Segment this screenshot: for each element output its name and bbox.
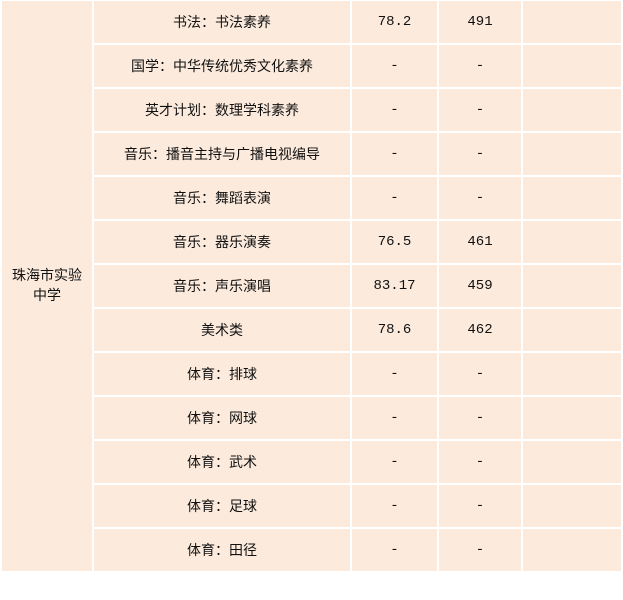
table-row: 珠海市实验中学 书法：书法素养 78.2 491 [0, 0, 623, 573]
table-row: 英才计划：数理学科素养 - - [1, 87, 623, 133]
table-row: 体育：足球 - - [1, 483, 623, 529]
empty-cell [521, 351, 623, 397]
rank-cell: - [437, 439, 523, 485]
score-cell: 78.6 [350, 307, 439, 353]
table-row: 体育：武术 - - [1, 439, 623, 485]
program-cell: 体育：网球 [92, 395, 352, 441]
rank-cell: 461 [437, 219, 523, 265]
empty-cell [521, 0, 623, 45]
score-cell: - [350, 527, 439, 573]
rank-cell: - [437, 43, 523, 89]
table-row: 体育：排球 - - [1, 351, 623, 397]
score-cell: - [350, 43, 439, 89]
score-cell: - [350, 131, 439, 177]
empty-cell [521, 483, 623, 529]
empty-cell [521, 307, 623, 353]
empty-cell [521, 175, 623, 221]
empty-cell [521, 87, 623, 133]
empty-cell [521, 219, 623, 265]
table-row: 国学：中华传统优秀文化素养 - - [1, 43, 623, 89]
program-cell: 体育：武术 [92, 439, 352, 485]
empty-cell [521, 395, 623, 441]
rank-cell: 491 [437, 0, 523, 45]
empty-cell [521, 263, 623, 309]
score-cell: 83.17 [350, 263, 439, 309]
score-cell: 78.2 [350, 0, 439, 45]
program-cell: 音乐：器乐演奏 [92, 219, 352, 265]
rank-cell: - [437, 87, 523, 133]
empty-cell [521, 131, 623, 177]
rank-cell: 459 [437, 263, 523, 309]
score-cell: - [350, 351, 439, 397]
empty-cell [521, 439, 623, 485]
program-cell: 英才计划：数理学科素养 [92, 87, 352, 133]
rank-cell: - [437, 131, 523, 177]
empty-cell [521, 527, 623, 573]
program-cell: 书法：书法素养 [92, 0, 352, 45]
score-cell: - [350, 483, 439, 529]
score-cell: - [350, 175, 439, 221]
program-cell: 美术类 [92, 307, 352, 353]
rank-cell: - [437, 351, 523, 397]
table-row: 体育：网球 - - [1, 395, 623, 441]
table-row: 音乐：声乐演唱 83.17 459 [1, 263, 623, 309]
score-cell: - [350, 395, 439, 441]
table-row: 音乐：播音主持与广播电视编导 - - [1, 131, 623, 177]
program-cell: 体育：足球 [92, 483, 352, 529]
program-cell: 音乐：播音主持与广播电视编导 [92, 131, 352, 177]
score-cell: - [350, 439, 439, 485]
score-cell: 76.5 [350, 219, 439, 265]
program-cell: 音乐：舞蹈表演 [92, 175, 352, 221]
rank-cell: - [437, 395, 523, 441]
score-cell: - [350, 87, 439, 133]
table-row: 美术类 78.6 462 [1, 307, 623, 353]
rank-cell: 462 [437, 307, 523, 353]
program-cell: 音乐：声乐演唱 [92, 263, 352, 309]
table-row: 体育：田径 - - [1, 527, 623, 573]
program-cell: 体育：田径 [92, 527, 352, 573]
table-row: 音乐：舞蹈表演 - - [1, 175, 623, 221]
rank-cell: - [437, 483, 523, 529]
rank-cell: - [437, 527, 523, 573]
admission-table: 珠海市实验中学 书法：书法素养 78.2 491 国学：中华传统优秀文化素养 - - 英才计划… [0, 0, 623, 573]
program-cell: 体育：排球 [92, 351, 352, 397]
school-name-cell: 珠海市实验中学 [0, 0, 94, 573]
rank-cell: - [437, 175, 523, 221]
table-row: 音乐：器乐演奏 76.5 461 [1, 219, 623, 265]
empty-cell [521, 43, 623, 89]
program-cell: 国学：中华传统优秀文化素养 [92, 43, 352, 89]
